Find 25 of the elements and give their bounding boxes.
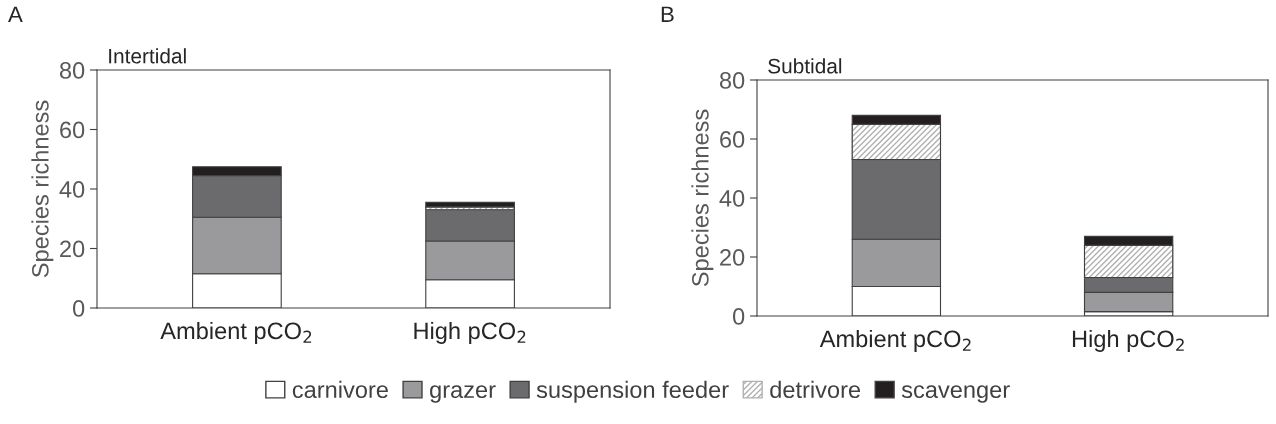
legend-label: scavenger (901, 385, 1010, 403)
y-axis-title: Species richness (691, 109, 714, 287)
y-tick-label: 0 (72, 300, 85, 317)
y-tick-label: 0 (732, 308, 745, 325)
y-tick-label: 80 (59, 62, 85, 79)
chart-title: Subtidal (768, 58, 842, 74)
legend-label: detrivore (770, 380, 861, 399)
x-tick-label: High pCO$_{2}$ (414, 321, 526, 344)
y-tick-label: 20 (60, 240, 85, 258)
legend-label: suspension feeder (536, 380, 729, 403)
legend-label: grazer (430, 385, 496, 403)
y-tick-label: 40 (59, 181, 85, 198)
y-axis-title: Species richness (31, 100, 54, 278)
x-tick-label: High pCO$_{2}$ (1072, 329, 1184, 352)
legend-label: carnivore (292, 380, 388, 399)
text: A (8, 6, 23, 22)
text: B (661, 6, 674, 22)
y-tick-label: 20 (720, 249, 745, 266)
y-tick-label: 60 (720, 131, 745, 148)
y-tick-label: 60 (60, 121, 85, 139)
y-tick-label: 40 (719, 190, 745, 207)
y-tick-label: 80 (719, 72, 745, 89)
chart-title: Intertidal (109, 48, 186, 64)
x-tick-label: Ambient pCO$_{2}$ (819, 329, 971, 352)
x-tick-label: Ambient pCO$_{2}$ (160, 321, 312, 344)
